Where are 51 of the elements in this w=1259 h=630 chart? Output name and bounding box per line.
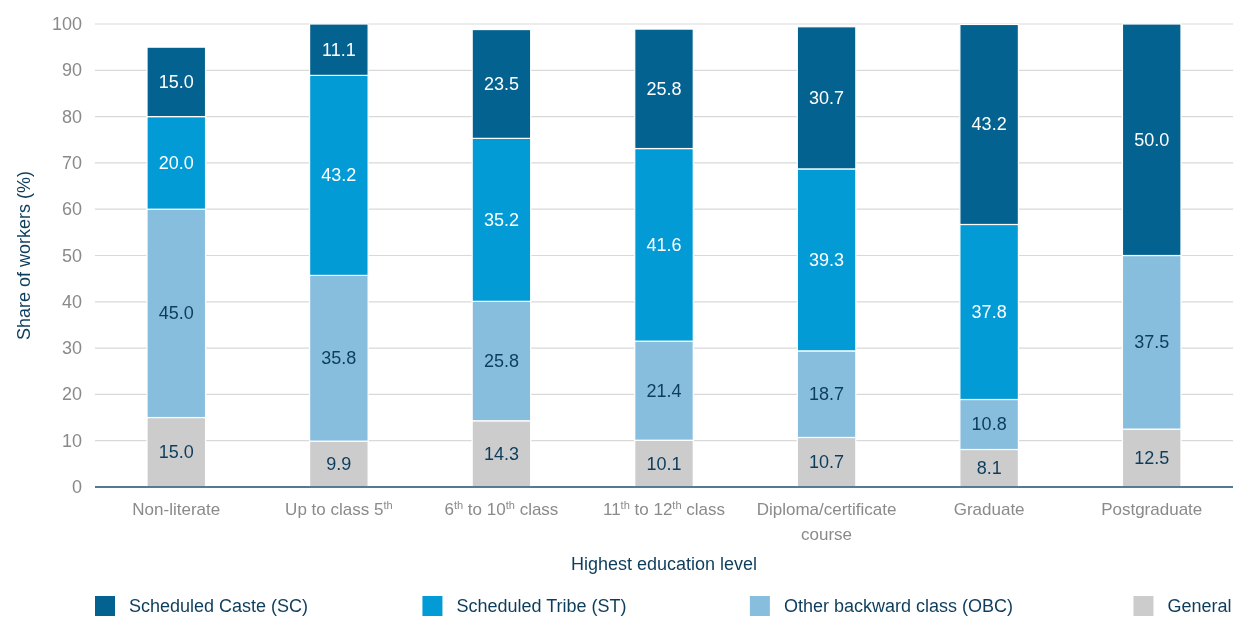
- data-label: 9.9: [326, 454, 352, 475]
- data-label: 8.1: [976, 458, 1002, 479]
- data-label: 18.7: [809, 384, 845, 405]
- data-label: 37.8: [971, 301, 1007, 322]
- legend-label: Scheduled Tribe (ST): [456, 596, 627, 616]
- y-tick-label: 50: [61, 245, 82, 266]
- data-label: 35.8: [321, 348, 357, 369]
- data-label: 25.8: [646, 78, 682, 99]
- x-tick-label: Postgraduate: [1101, 500, 1203, 519]
- y-tick-label: 10: [61, 430, 82, 451]
- data-label: 30.7: [809, 87, 845, 108]
- data-label: 15.0: [158, 442, 194, 463]
- y-axis-title: Share of workers (%): [14, 170, 34, 341]
- data-label: 50.0: [1134, 129, 1170, 150]
- data-label: 23.5: [483, 73, 519, 94]
- data-label: 39.3: [809, 249, 845, 270]
- y-tick-label: 80: [61, 106, 82, 127]
- data-label: 10.1: [646, 453, 682, 474]
- y-tick-label: 40: [61, 291, 82, 312]
- y-tick-label: 90: [61, 60, 82, 81]
- data-label: 11.1: [322, 39, 356, 60]
- x-tick-label: 6$^{th}$ to 10$^{th}$ class: [444, 499, 559, 519]
- data-label: 25.8: [483, 351, 519, 372]
- data-label: 10.8: [971, 414, 1007, 435]
- data-label: 12.5: [1134, 448, 1170, 469]
- data-label: 15.0: [158, 71, 194, 92]
- data-label: 14.3: [483, 443, 519, 464]
- data-label: 10.7: [809, 452, 845, 473]
- x-tick-label: Non-literate: [132, 500, 221, 519]
- data-label: 37.5: [1134, 332, 1170, 353]
- data-label: 35.2: [483, 209, 519, 230]
- legend-label: Scheduled Caste (SC): [129, 596, 309, 616]
- data-label: 20.0: [158, 152, 194, 173]
- data-label: 43.2: [321, 165, 357, 186]
- y-tick-label: 20: [61, 384, 82, 405]
- x-axis-title: Highest education level: [570, 554, 758, 574]
- data-label: 41.6: [646, 234, 682, 255]
- legend-label: General: [1167, 596, 1232, 616]
- x-tick-label: Graduate: [953, 500, 1025, 519]
- y-tick-label: 60: [61, 199, 82, 220]
- data-label: 21.4: [646, 380, 682, 401]
- legend-label: Other backward class (OBC): [783, 596, 1013, 616]
- data-label: 45.0: [158, 303, 194, 324]
- y-tick-label: 0: [71, 477, 82, 497]
- x-tick-label: Diploma/certificate course: [756, 500, 897, 544]
- data-label: 43.2: [971, 114, 1007, 135]
- y-tick-label: 100: [51, 14, 82, 34]
- y-tick-label: 70: [61, 152, 82, 173]
- x-tick-label: 11$^{th}$ to 12$^{th}$ class: [602, 499, 726, 519]
- x-tick-label: Up to class 5$^{th}$: [285, 499, 393, 519]
- y-tick-label: 30: [61, 338, 82, 359]
